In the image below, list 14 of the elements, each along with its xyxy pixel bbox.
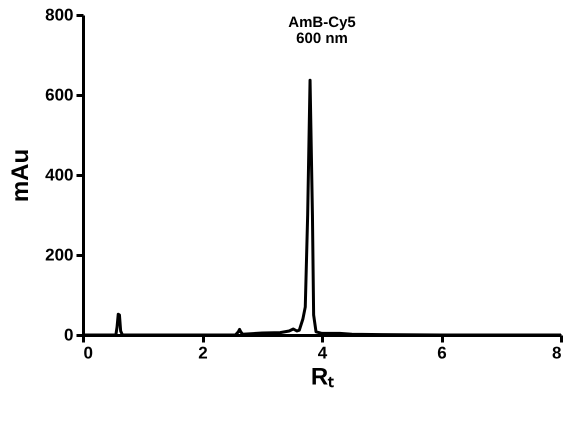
y-tick-label: 200 bbox=[45, 246, 74, 264]
x-tick-label: 0 bbox=[84, 344, 93, 362]
y-tick-label: 0 bbox=[64, 326, 74, 344]
text: 600 nm bbox=[296, 30, 348, 47]
chart-title: AmB-Cy5 bbox=[288, 14, 356, 31]
y-tick-label: 400 bbox=[45, 166, 74, 184]
x-tick-label: 6 bbox=[437, 344, 447, 362]
y-tick-label: 800 bbox=[45, 6, 74, 24]
y-tick-label: 600 bbox=[45, 86, 74, 104]
y-axis-title: mAu bbox=[7, 148, 34, 202]
x-tick-label: 4 bbox=[318, 344, 328, 362]
x-axis-title: Rₜ bbox=[310, 364, 334, 390]
x-tick-label: 8 bbox=[552, 344, 562, 362]
x-tick-label: 2 bbox=[198, 344, 208, 362]
